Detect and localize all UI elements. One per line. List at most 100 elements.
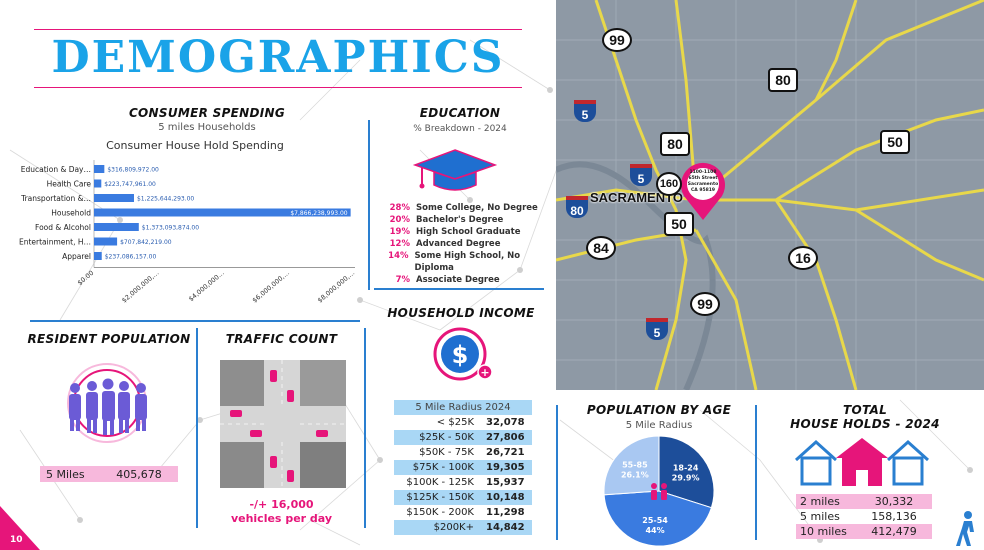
households-row: 10 miles 412,479: [796, 524, 932, 539]
education-row: 12% Advanced Degree: [384, 238, 554, 250]
spending-value-label: $1,373,093,874.00: [142, 225, 199, 232]
age-slice-percent: 26.1%: [621, 470, 649, 479]
income-bracket: < $25K: [436, 417, 474, 428]
households-count: 158,136: [871, 510, 917, 523]
income-row: $200K+ 14,842: [394, 520, 532, 535]
dollar-plus-icon: $ +: [433, 327, 493, 381]
location-pin-icon[interactable]: [674, 162, 732, 222]
income-bracket: $125K - 150K: [406, 492, 474, 503]
divider-income-age: [556, 405, 558, 540]
education-list: 28% Some College, No Degree 20% Bachelor's …: [384, 202, 554, 286]
resident-population-value: 405,678: [116, 467, 162, 481]
divider-resident-traffic: [196, 328, 198, 528]
map-city-label: SACRAMENTO: [590, 190, 683, 205]
resident-population-row: 5 Miles 405,678: [40, 466, 178, 482]
pin-line-2: 65th Street: [688, 176, 718, 181]
age-slice-percent: 44%: [645, 526, 664, 535]
age-slice-label: 18-24: [673, 464, 699, 473]
income-row: $150K - 200K 11,298: [394, 505, 532, 520]
population-by-age-title: POPULATION BY AGE: [586, 403, 732, 417]
spending-bar: [94, 237, 118, 246]
spending-bar: [94, 252, 102, 260]
age-slice: [603, 435, 660, 496]
total-households-title-line1: TOTAL: [842, 403, 888, 417]
area-map[interactable]: 1100-1108 65th Street Sacramento CA 9581…: [556, 0, 984, 390]
traffic-count-unit: vehicles per day: [230, 512, 333, 525]
education-row: 7% Associate Degree: [384, 274, 554, 286]
households-count: 412,479: [871, 525, 917, 538]
education-label: High School Graduate: [416, 227, 521, 237]
income-bracket: $100K - 125K: [406, 477, 474, 488]
highway-shield-84: 84: [586, 236, 616, 260]
education-row: 14% Some High School, No Diploma: [384, 250, 554, 274]
education-row: 20% Bachelor's Degree: [384, 214, 554, 226]
income-row: $125K - 150K 10,148: [394, 490, 532, 505]
spending-value-label: $223,747,961.00: [104, 181, 156, 188]
education-percent: 12%: [389, 239, 410, 249]
highway-shield-50-east: 50: [880, 130, 910, 154]
spending-category-label: Education & Day…: [21, 165, 91, 174]
education-label: Associate Degree: [416, 275, 500, 285]
page-number: 10: [10, 535, 23, 545]
household-income-title: HOUSEHOLD INCOME: [387, 306, 535, 320]
income-row: $75K - 100K 19,305: [394, 460, 532, 475]
spending-category-label: Apparel: [62, 252, 91, 261]
income-count: 19,305: [486, 462, 525, 473]
households-count: 30,332: [874, 495, 914, 508]
spending-category-label: Health Care: [47, 180, 92, 189]
highway-shield-99-south: 99: [690, 292, 720, 316]
interstate-shield-5-center: 5: [630, 164, 652, 186]
divider-age-households: [755, 405, 757, 540]
spending-category-label: Transportation &…: [20, 194, 91, 203]
total-households-title-line2: HOUSE HOLDS - 2024: [790, 417, 940, 431]
highway-shield-99-north: 99: [602, 28, 632, 52]
traffic-count-value: -/+ 16,000: [249, 498, 314, 511]
income-bracket: $50K - 75K: [419, 447, 474, 458]
title-top-rule: [34, 29, 522, 30]
divider-under-education: [374, 288, 544, 290]
households-radius: 2 miles: [800, 495, 840, 508]
age-slice-percent: 29.9%: [672, 474, 700, 483]
spending-value-label: $237,086,157.00: [105, 254, 157, 261]
age-slice-label: 55-85: [622, 460, 648, 469]
interstate-shield-5-south: 5: [646, 318, 668, 340]
consumer-spending-chart: Education & Day… $316,809,972.00 Health Ca…: [19, 160, 356, 304]
households-table: 2 miles 30,332 5 miles 158,136 10 miles 412,4…: [796, 494, 932, 539]
income-bracket: $150K - 200K: [406, 507, 474, 518]
education-percent: 20%: [389, 215, 410, 225]
highway-shield-80-north: 80: [768, 68, 798, 92]
age-slice: [658, 435, 715, 509]
divider-left-education: [368, 120, 370, 290]
households-row: 2 miles 30,332: [796, 494, 932, 509]
income-count: 10,148: [486, 492, 525, 503]
income-count: 32,078: [486, 417, 525, 428]
spending-x-tick: $2,000,000,…: [120, 269, 160, 304]
spending-value-label: $316,809,972.00: [107, 167, 159, 174]
spending-bar: [94, 223, 139, 231]
income-bracket: $75K - 100K: [412, 462, 474, 473]
spending-category-label: Food & Alcohol: [35, 223, 91, 232]
consumer-spending-subtitle: 5 miles Households: [158, 122, 256, 133]
resident-population-label: 5 Miles: [46, 467, 85, 481]
education-percent: 7%: [395, 275, 410, 285]
spending-value-label: $707,842,219.00: [120, 239, 172, 246]
income-row: $50K - 75K 26,721: [394, 445, 532, 460]
traffic-intersection-image: [220, 360, 346, 488]
education-percent: 19%: [389, 227, 410, 237]
interstate-shield-80-west: 80: [566, 196, 588, 218]
income-table-header: 5 Mile Radius 2024: [394, 400, 532, 415]
interstate-shield-5-north: 5: [574, 100, 596, 122]
income-row: $25K - 50K 27,806: [394, 430, 532, 445]
education-subtitle: % Breakdown - 2024: [413, 124, 507, 134]
spending-x-tick: $6,000,000,…: [251, 269, 291, 304]
education-label: Advanced Degree: [416, 239, 501, 249]
households-radius: 10 miles: [800, 525, 847, 538]
pin-line-4: CA 95819: [690, 188, 715, 193]
consumer-spending-title: CONSUMER SPENDING: [128, 106, 286, 120]
education-label: Some High School, No Diploma: [414, 251, 521, 273]
education-title: EDUCATION: [419, 106, 501, 120]
income-row: < $25K 32,078: [394, 415, 532, 430]
highway-shield-160: 160: [656, 172, 682, 196]
income-bracket: $25K - 50K: [419, 432, 474, 443]
